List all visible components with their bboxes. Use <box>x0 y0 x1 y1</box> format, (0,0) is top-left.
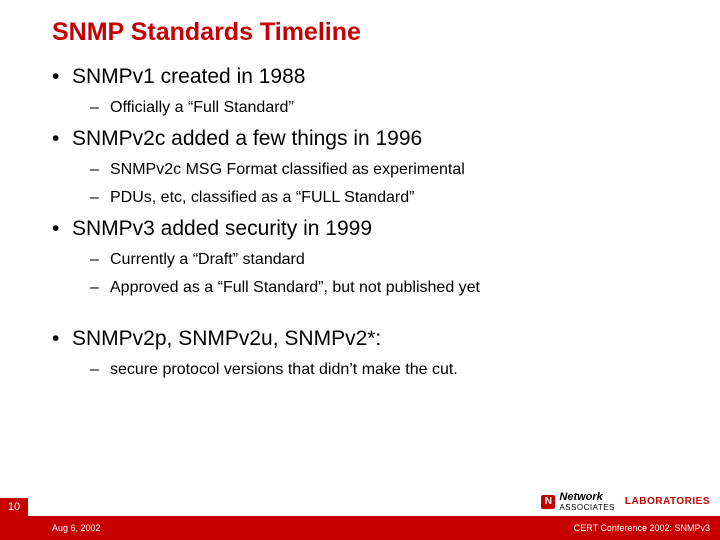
bullet-text: SNMPv2c added a few things in 1996 <box>72 127 680 151</box>
bullet-level1: • SNMPv2c added a few things in 1996 <box>52 127 680 151</box>
bullet-dot-icon: • <box>52 65 60 89</box>
bullet-dash-icon: – <box>90 99 100 117</box>
bullet-level2: – SNMPv2c MSG Format classified as exper… <box>90 161 680 179</box>
footer-conference: CERT Conference 2002: SNMPv3 <box>574 523 710 533</box>
footer-date: Aug 6, 2002 <box>52 523 574 533</box>
bullet-level2: – Officially a “Full Standard” <box>90 99 680 117</box>
footer-bar: Aug 6, 2002 CERT Conference 2002: SNMPv3 <box>0 516 720 540</box>
bullet-text: SNMPv2p, SNMPv2u, SNMPv2*: <box>72 327 680 351</box>
bullet-text: Currently a “Draft” standard <box>110 251 680 269</box>
logo-text-group: Network ASSOCIATES <box>559 491 615 512</box>
bullet-dot-icon: • <box>52 217 60 241</box>
bullet-text: PDUs, etc, classified as a “FULL Standar… <box>110 189 680 207</box>
spacer <box>52 299 680 317</box>
page-number: 10 <box>0 498 28 516</box>
bullet-text: SNMPv1 created in 1988 <box>72 65 680 89</box>
bullet-dot-icon: • <box>52 327 60 351</box>
bullet-dot-icon: • <box>52 127 60 151</box>
bullet-level2: – PDUs, etc, classified as a “FULL Stand… <box>90 189 680 207</box>
slide-title: SNMP Standards Timeline <box>52 18 720 47</box>
bullet-level1: • SNMPv3 added security in 1999 <box>52 217 680 241</box>
logo-laboratories-text: LABORATORIES <box>625 496 710 507</box>
slide-content: • SNMPv1 created in 1988 – Officially a … <box>52 65 720 379</box>
bullet-level2: – Currently a “Draft” standard <box>90 251 680 269</box>
logo-block: N Network ASSOCIATES LABORATORIES <box>541 491 710 512</box>
bullet-text: SNMPv2c MSG Format classified as experim… <box>110 161 680 179</box>
bullet-dash-icon: – <box>90 251 100 269</box>
logo-symbol: N <box>541 495 555 509</box>
bullet-level1: • SNMPv2p, SNMPv2u, SNMPv2*: <box>52 327 680 351</box>
bullet-level1: • SNMPv1 created in 1988 <box>52 65 680 89</box>
bullet-text: secure protocol versions that didn’t mak… <box>110 361 680 379</box>
bullet-dash-icon: – <box>90 189 100 207</box>
bullet-level2: – secure protocol versions that didn’t m… <box>90 361 680 379</box>
bullet-dash-icon: – <box>90 361 100 379</box>
bullet-text: Officially a “Full Standard” <box>110 99 680 117</box>
bullet-text: SNMPv3 added security in 1999 <box>72 217 680 241</box>
logo-network-text: Network <box>559 491 615 503</box>
bullet-dash-icon: – <box>90 161 100 179</box>
bullet-text: Approved as a “Full Standard”, but not p… <box>110 279 680 297</box>
bullet-dash-icon: – <box>90 279 100 297</box>
slide: SNMP Standards Timeline • SNMPv1 created… <box>0 0 720 540</box>
bullet-level2: – Approved as a “Full Standard”, but not… <box>90 279 680 297</box>
logo-n-icon: N <box>541 495 555 509</box>
logo-associates-text: ASSOCIATES <box>559 503 615 512</box>
